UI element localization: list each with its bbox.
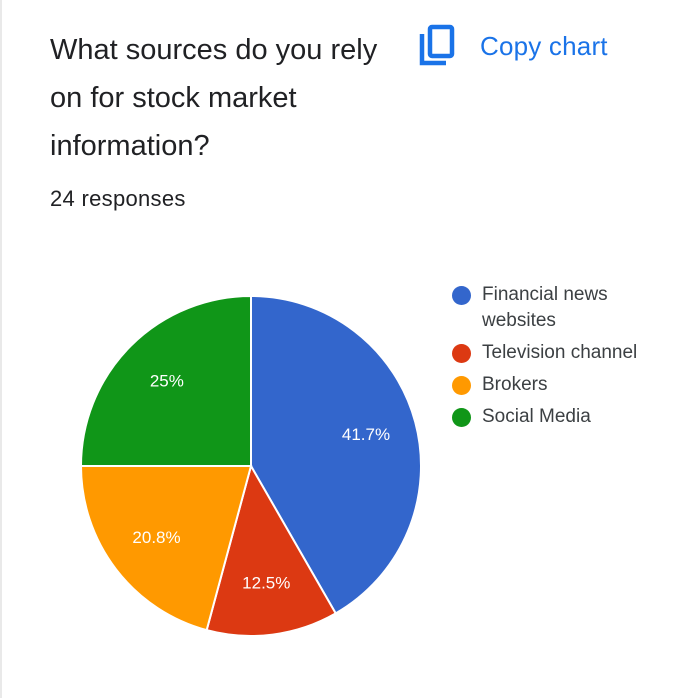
slice-percent-label: 20.8%	[132, 528, 180, 547]
legend-item[interactable]: Social Media	[452, 404, 667, 430]
legend-swatch	[452, 286, 471, 305]
legend-item[interactable]: Television channel	[452, 340, 667, 366]
chart-legend: Financial news websites Television chann…	[452, 282, 667, 436]
legend-label: Social Media	[482, 406, 591, 427]
chart-title: What sources do you rely on for stock ma…	[50, 34, 378, 162]
legend-item[interactable]: Financial news websites	[452, 282, 667, 334]
pie-slice[interactable]	[79, 465, 253, 632]
copy-chart-button[interactable]: Copy chart	[418, 22, 608, 70]
slice-percent-label: 25%	[150, 371, 184, 390]
left-divider	[0, 0, 2, 698]
legend-item[interactable]: Brokers	[452, 372, 667, 398]
legend-label: Television channel	[482, 342, 638, 363]
legend-swatch	[452, 344, 471, 363]
copy-icon	[418, 24, 458, 68]
pie-slice[interactable]	[205, 463, 338, 637]
legend-swatch	[452, 376, 471, 395]
legend-label: Brokers	[482, 374, 548, 395]
slice-percent-label: 41.7%	[342, 425, 390, 444]
response-count: 24 responses	[50, 186, 186, 211]
copy-chart-label: Copy chart	[480, 30, 608, 61]
legend-label: Financial news websites	[482, 284, 608, 331]
slice-percent-label: 12.5%	[242, 573, 290, 592]
legend-swatch	[452, 408, 471, 427]
pie-slice[interactable]	[79, 294, 252, 467]
pie-slice[interactable]	[250, 294, 422, 615]
